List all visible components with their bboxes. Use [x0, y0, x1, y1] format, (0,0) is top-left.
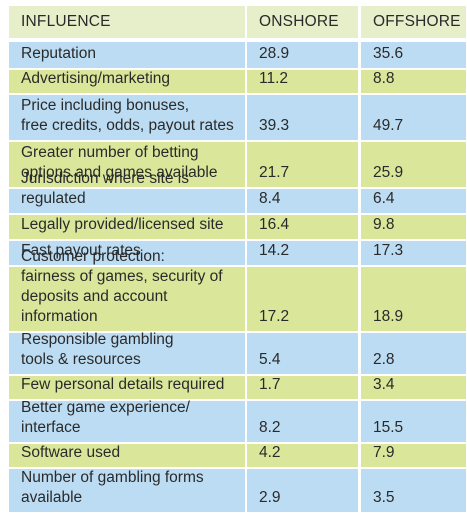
- row-offshore-value: 8.8: [361, 70, 466, 93]
- table-row: Software used 4.2 7.9: [0, 444, 467, 467]
- table-row: Jurisdiction where site is regulated 8.4…: [0, 189, 467, 213]
- table-row: Reputation 28.9 35.6: [0, 42, 467, 68]
- header-offshore: OFFSHORE: [361, 6, 466, 38]
- row-offshore-value: 17.3: [361, 241, 466, 265]
- row-onshore-value: 5.4: [247, 333, 358, 374]
- row-label: Better game experience/ interface: [9, 401, 245, 442]
- row-onshore-value: 21.7: [247, 142, 358, 187]
- header-influence: INFLUENCE: [9, 6, 245, 38]
- row-label: Advertising/marketing: [9, 70, 245, 93]
- row-onshore-value: 4.2: [247, 444, 358, 467]
- row-offshore-value: 2.8: [361, 333, 466, 374]
- row-label: Software used: [9, 444, 245, 467]
- row-onshore-value: 1.7: [247, 376, 358, 399]
- row-onshore-value: 28.9: [247, 42, 358, 68]
- row-offshore-value: 18.9: [361, 267, 466, 331]
- header-onshore: ONSHORE: [247, 6, 358, 38]
- row-offshore-value: 3.5: [361, 469, 466, 512]
- row-label: Responsible gambling tools & resources: [9, 333, 245, 374]
- table-row: Price including bonuses, free credits, o…: [0, 95, 467, 140]
- row-offshore-value: 49.7: [361, 95, 466, 140]
- row-onshore-value: 39.3: [247, 95, 358, 140]
- row-label: Few personal details required: [9, 376, 245, 399]
- row-onshore-value: 14.2: [247, 241, 358, 265]
- table-row: Responsible gambling tools & resources 5…: [0, 333, 467, 374]
- table-row: Advertising/marketing 11.2 8.8: [0, 70, 467, 93]
- row-label: Reputation: [9, 42, 245, 68]
- row-offshore-value: 3.4: [361, 376, 466, 399]
- table-header: INFLUENCE ONSHORE OFFSHORE: [0, 6, 467, 38]
- table-row: Better game experience/ interface 8.2 15…: [0, 401, 467, 442]
- row-offshore-value: 15.5: [361, 401, 466, 442]
- row-onshore-value: 8.2: [247, 401, 358, 442]
- row-offshore-value: 9.8: [361, 215, 466, 239]
- row-onshore-value: 2.9: [247, 469, 358, 512]
- row-label: Jurisdiction where site is regulated: [9, 189, 245, 213]
- row-onshore-value: 17.2: [247, 267, 358, 331]
- row-onshore-value: 16.4: [247, 215, 358, 239]
- row-label: Number of gambling forms available: [9, 469, 245, 512]
- row-onshore-value: 8.4: [247, 189, 358, 213]
- row-offshore-value: 6.4: [361, 189, 466, 213]
- table-row: Few personal details required 1.7 3.4: [0, 376, 467, 399]
- table-row: Number of gambling forms available 2.9 3…: [0, 469, 467, 512]
- row-onshore-value: 11.2: [247, 70, 358, 93]
- row-offshore-value: 25.9: [361, 142, 466, 187]
- row-label: Legally provided/licensed site: [9, 215, 245, 239]
- row-label: Price including bonuses, free credits, o…: [9, 95, 245, 140]
- table-row: Customer protection: fairness of games, …: [0, 267, 467, 331]
- row-offshore-value: 7.9: [361, 444, 466, 467]
- table-row: Legally provided/licensed site 16.4 9.8: [0, 215, 467, 239]
- row-label: Customer protection: fairness of games, …: [9, 267, 245, 331]
- row-offshore-value: 35.6: [361, 42, 466, 68]
